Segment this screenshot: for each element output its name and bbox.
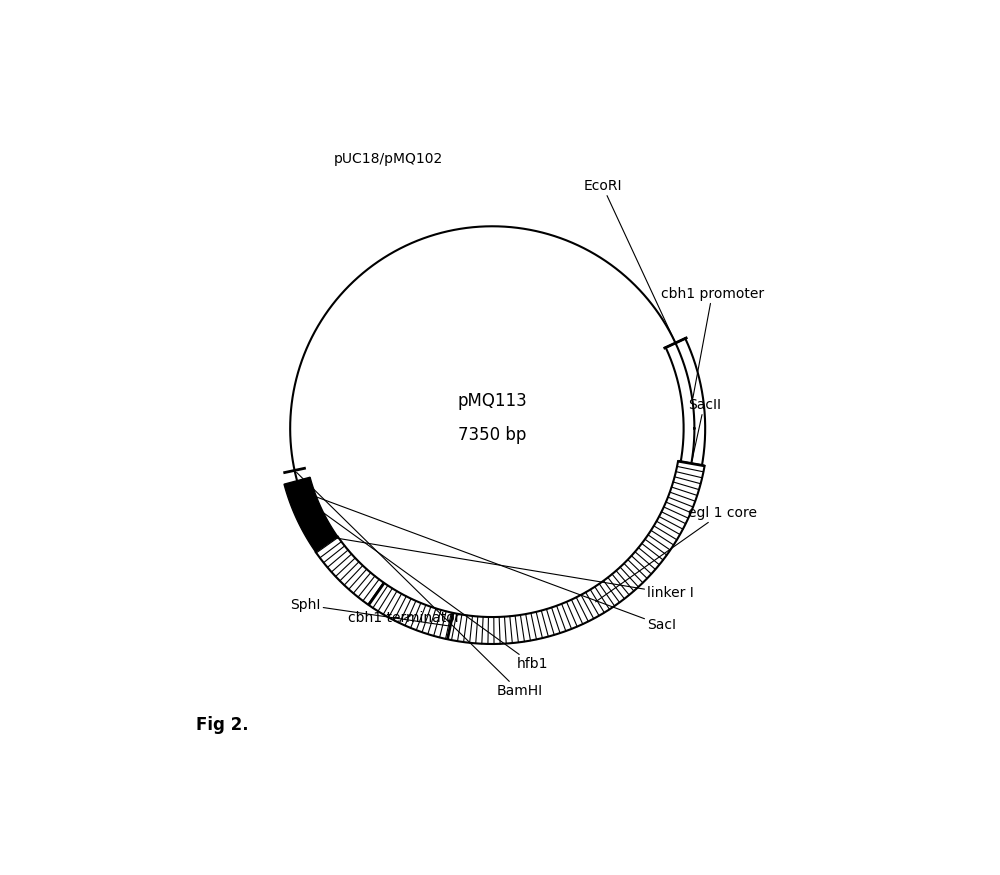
- Text: cbh1 promoter: cbh1 promoter: [661, 287, 764, 397]
- Text: Fig 2.: Fig 2.: [196, 716, 248, 734]
- Text: BamHI: BamHI: [297, 473, 542, 698]
- Text: EcoRI: EcoRI: [583, 178, 674, 340]
- Text: SphI: SphI: [290, 598, 448, 626]
- Polygon shape: [284, 477, 338, 552]
- Text: cbh1 terminator: cbh1 terminator: [348, 612, 461, 626]
- Polygon shape: [316, 461, 705, 644]
- Text: egl 1 core: egl 1 core: [596, 506, 757, 602]
- Text: linker I: linker I: [324, 536, 694, 600]
- Text: pUC18/pMQ102: pUC18/pMQ102: [334, 152, 443, 166]
- Text: 7350 bp: 7350 bp: [458, 426, 526, 444]
- Text: pMQ113: pMQ113: [457, 393, 527, 410]
- Text: SacII: SacII: [688, 398, 721, 461]
- Text: SacI: SacI: [303, 492, 676, 632]
- Text: hfb1: hfb1: [305, 499, 548, 671]
